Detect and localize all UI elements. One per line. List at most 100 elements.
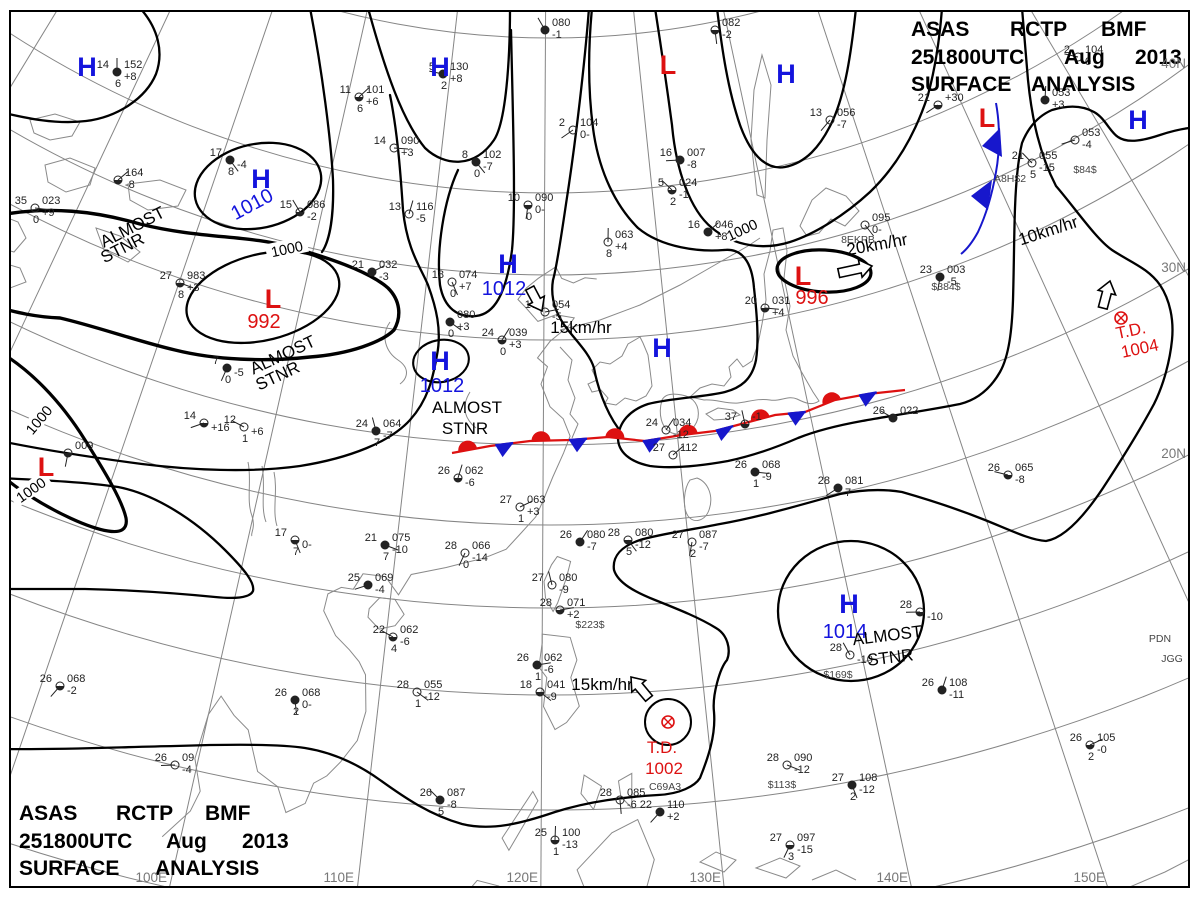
svg-text:080: 080 bbox=[457, 309, 475, 321]
svg-text:5: 5 bbox=[626, 546, 632, 558]
svg-text:RCTP: RCTP bbox=[1010, 18, 1067, 41]
svg-text:ASAS: ASAS bbox=[911, 18, 969, 41]
svg-text:101: 101 bbox=[366, 84, 384, 96]
svg-text:-7: -7 bbox=[837, 119, 847, 131]
svg-text:13: 13 bbox=[389, 201, 401, 213]
svg-text:1012: 1012 bbox=[420, 375, 465, 397]
svg-text:21: 21 bbox=[365, 532, 377, 544]
svg-text:27: 27 bbox=[832, 772, 844, 784]
svg-text:15km/hr: 15km/hr bbox=[571, 675, 633, 694]
svg-text:120E: 120E bbox=[506, 870, 538, 885]
svg-text:H: H bbox=[839, 589, 859, 619]
svg-text:-15: -15 bbox=[1039, 162, 1055, 174]
svg-text:024: 024 bbox=[679, 177, 697, 189]
svg-text:H: H bbox=[430, 346, 450, 376]
svg-text:H: H bbox=[776, 59, 796, 89]
svg-text:6: 6 bbox=[115, 78, 121, 90]
svg-text:+3: +3 bbox=[401, 147, 414, 159]
svg-text:+6: +6 bbox=[366, 96, 379, 108]
svg-text:4: 4 bbox=[391, 643, 397, 655]
svg-text:26: 26 bbox=[873, 405, 885, 417]
svg-text:-12: -12 bbox=[424, 691, 440, 703]
svg-text:1: 1 bbox=[535, 671, 541, 683]
svg-text:28: 28 bbox=[445, 540, 457, 552]
svg-text:-4: -4 bbox=[237, 159, 247, 171]
svg-text:-10: -10 bbox=[927, 611, 943, 623]
svg-text:L: L bbox=[265, 284, 282, 314]
svg-text:023: 023 bbox=[42, 195, 60, 207]
svg-text:8: 8 bbox=[228, 166, 234, 178]
svg-text:27: 27 bbox=[770, 832, 782, 844]
svg-text:+3: +3 bbox=[457, 321, 470, 333]
svg-text:09: 09 bbox=[182, 752, 194, 764]
svg-text:022: 022 bbox=[900, 405, 918, 417]
svg-text:+4: +4 bbox=[772, 307, 785, 319]
svg-text:-4: -4 bbox=[182, 764, 192, 776]
svg-text:L: L bbox=[38, 452, 55, 482]
svg-text:13: 13 bbox=[810, 107, 822, 119]
svg-text:H: H bbox=[1128, 105, 1148, 135]
svg-text:26: 26 bbox=[1070, 732, 1082, 744]
svg-text:8: 8 bbox=[606, 248, 612, 260]
svg-text:164: 164 bbox=[125, 167, 143, 179]
svg-text:032: 032 bbox=[379, 259, 397, 271]
svg-text:28: 28 bbox=[900, 599, 912, 611]
svg-text:062: 062 bbox=[544, 652, 562, 664]
svg-text:095: 095 bbox=[872, 212, 890, 224]
svg-text:062: 062 bbox=[400, 624, 418, 636]
svg-text:090: 090 bbox=[794, 752, 812, 764]
svg-text:7: 7 bbox=[293, 546, 299, 558]
svg-text:24: 24 bbox=[646, 417, 658, 429]
svg-text:104: 104 bbox=[580, 117, 598, 129]
svg-text:066: 066 bbox=[472, 540, 490, 552]
svg-text:996: 996 bbox=[795, 287, 828, 309]
svg-text:+7: +7 bbox=[459, 281, 472, 293]
svg-text:+3: +3 bbox=[509, 339, 522, 351]
svg-text:-6: -6 bbox=[400, 636, 410, 648]
svg-text:SURFACE: SURFACE bbox=[19, 857, 119, 880]
svg-text:17: 17 bbox=[275, 527, 287, 539]
svg-text:064: 064 bbox=[383, 418, 401, 430]
svg-text:0: 0 bbox=[450, 288, 456, 300]
svg-text:054: 054 bbox=[552, 299, 570, 311]
svg-text:+8: +8 bbox=[715, 231, 728, 243]
svg-text:-7: -7 bbox=[383, 430, 393, 442]
svg-text:-13: -13 bbox=[562, 839, 578, 851]
svg-text:0: 0 bbox=[474, 168, 480, 180]
svg-text:2: 2 bbox=[850, 791, 856, 803]
svg-text:7: 7 bbox=[374, 437, 380, 449]
svg-text:068: 068 bbox=[302, 687, 320, 699]
svg-text:C69A3: C69A3 bbox=[649, 781, 681, 793]
svg-text:105: 105 bbox=[1097, 732, 1115, 744]
svg-text:992: 992 bbox=[247, 311, 280, 333]
svg-text:-10: -10 bbox=[392, 544, 408, 556]
svg-text:27: 27 bbox=[532, 572, 544, 584]
svg-text:24: 24 bbox=[482, 327, 494, 339]
svg-text:110E: 110E bbox=[323, 870, 354, 885]
svg-text:2013: 2013 bbox=[242, 830, 289, 853]
svg-text:T.D.: T.D. bbox=[647, 738, 677, 757]
svg-text:-9: -9 bbox=[547, 691, 557, 703]
svg-text:21: 21 bbox=[1012, 150, 1024, 162]
svg-text:2: 2 bbox=[670, 196, 676, 208]
svg-text:097: 097 bbox=[797, 832, 815, 844]
svg-text:14: 14 bbox=[184, 410, 196, 422]
svg-text:BMF: BMF bbox=[205, 802, 251, 825]
svg-text:L: L bbox=[660, 50, 677, 80]
svg-text:JGG: JGG bbox=[1161, 653, 1183, 665]
svg-text:-7: -7 bbox=[483, 161, 493, 173]
svg-text:26: 26 bbox=[517, 652, 529, 664]
svg-text:0: 0 bbox=[526, 211, 532, 223]
svg-text:ANALYSIS: ANALYSIS bbox=[155, 857, 259, 880]
svg-text:H: H bbox=[77, 52, 97, 82]
svg-text:087: 087 bbox=[699, 529, 717, 541]
svg-text:28: 28 bbox=[767, 752, 779, 764]
svg-text:12: 12 bbox=[224, 414, 236, 426]
svg-text:-9: -9 bbox=[762, 471, 772, 483]
svg-text:18: 18 bbox=[432, 269, 444, 281]
svg-text:5: 5 bbox=[1030, 169, 1036, 181]
svg-text:-1: -1 bbox=[552, 29, 562, 41]
svg-text:8: 8 bbox=[178, 289, 184, 301]
svg-text:28: 28 bbox=[818, 475, 830, 487]
svg-text:11: 11 bbox=[340, 84, 351, 96]
